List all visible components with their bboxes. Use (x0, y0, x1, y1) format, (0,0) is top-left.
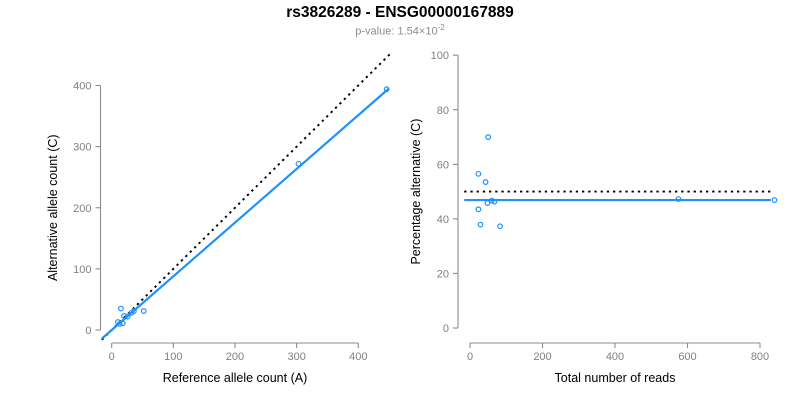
data-point (295, 160, 302, 167)
x-axis-title: Total number of reads (555, 371, 676, 385)
percentage-alternative-plot: 0 20 40 60 80 100 0 200 400 600 800 Total number of… (409, 50, 778, 385)
p-value-base: ×10 (418, 25, 438, 38)
y-tick-label: 100 (431, 50, 449, 62)
data-point (497, 223, 503, 230)
fit-line (101, 88, 390, 340)
y-tick-label: 300 (73, 142, 91, 154)
x-tick-label: 200 (533, 351, 551, 363)
y-tick-label: 0 (85, 325, 91, 337)
data-point (477, 221, 484, 228)
y-tick-label: 200 (73, 203, 91, 215)
y-axis-title: Percentage alternative (C) (409, 119, 423, 265)
data-point (482, 179, 489, 185)
data-point (118, 305, 124, 312)
data-point (475, 206, 482, 213)
y-tick-label: 100 (73, 264, 91, 276)
data-point (124, 313, 131, 320)
p-value-label: p-value: (355, 25, 398, 38)
x-tick-label: 400 (349, 351, 367, 363)
data-point (130, 308, 137, 314)
y-tick-label: 0 (443, 323, 449, 335)
figure-title: rs3826289 - ENSG00000167889 (286, 4, 514, 21)
y-tick-label: 60 (437, 159, 449, 171)
data-point (116, 320, 123, 327)
y-tick-label: 20 (437, 268, 449, 280)
y-tick-label: 80 (437, 105, 449, 117)
x-tick-label: 300 (287, 351, 305, 363)
x-tick-label: 200 (226, 351, 244, 363)
y-tick-label: 400 (73, 81, 91, 93)
p-value-exponent: -2 (437, 23, 445, 32)
x-tick-label: 600 (678, 351, 696, 363)
data-point (771, 197, 778, 203)
x-tick-label: 100 (164, 351, 182, 363)
x-tick-label: 800 (751, 351, 769, 363)
allele-counts-plot: 0 100 200 300 400 0 100 200 300 400 Reference alle… (46, 53, 392, 385)
data-point (675, 196, 682, 202)
identity-line (101, 53, 392, 341)
x-tick-label: 400 (606, 351, 624, 363)
y-axis-title: Alternative allele count (C) (46, 134, 60, 281)
x-axis-title: Reference allele count (A) (163, 371, 308, 385)
data-point (475, 170, 482, 177)
figure-subtitle: p-value: 1.54×10-2 (0, 23, 800, 38)
y-tick-label: 40 (437, 214, 449, 226)
data-point (484, 200, 491, 206)
data-point (491, 198, 498, 205)
data-point (140, 308, 147, 314)
data-point (485, 134, 492, 140)
data-point (119, 320, 126, 327)
x-tick-label: 0 (109, 351, 115, 363)
p-value-mantissa: 1.54 (397, 25, 419, 38)
data-point (121, 313, 127, 319)
data-point (383, 86, 390, 93)
x-tick-label: 0 (467, 351, 473, 363)
